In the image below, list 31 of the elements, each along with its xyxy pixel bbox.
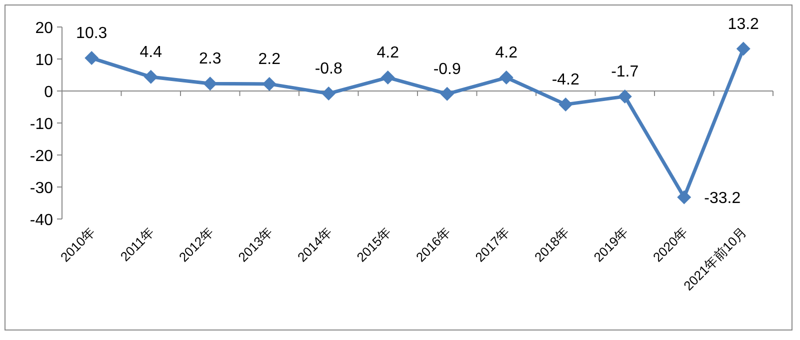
point xyxy=(499,70,514,85)
point xyxy=(262,76,276,91)
point xyxy=(558,97,573,112)
data-label: 4.2 xyxy=(495,44,518,62)
y-tick-label: -20 xyxy=(30,148,54,165)
point xyxy=(440,86,454,101)
data-label: -4.2 xyxy=(552,71,580,88)
data-label: -0.8 xyxy=(314,60,343,78)
data-label: -1.7 xyxy=(611,63,639,80)
point xyxy=(84,51,99,66)
y-tick-label: -10 xyxy=(30,116,54,133)
data-label: 4.2 xyxy=(376,44,400,62)
point xyxy=(618,89,632,104)
data-label: -0.9 xyxy=(433,60,462,78)
point xyxy=(380,70,395,85)
point xyxy=(736,42,750,56)
point xyxy=(322,86,336,101)
y-tick-label: -40 xyxy=(30,212,54,229)
point xyxy=(144,70,158,84)
data-label: 10.3 xyxy=(76,25,108,42)
point xyxy=(203,76,218,91)
y-tick-label: 20 xyxy=(35,20,54,37)
point xyxy=(677,190,692,204)
data-label: 13.2 xyxy=(728,16,760,33)
y-tick-label: -30 xyxy=(30,180,54,197)
y-tick-label: 0 xyxy=(44,84,54,101)
y-tick-label: 10 xyxy=(35,52,54,69)
data-label: 2.3 xyxy=(199,50,222,68)
data-label: 4.4 xyxy=(140,44,162,61)
data-label: -33.2 xyxy=(704,190,741,208)
data-label: 2.2 xyxy=(258,50,281,68)
